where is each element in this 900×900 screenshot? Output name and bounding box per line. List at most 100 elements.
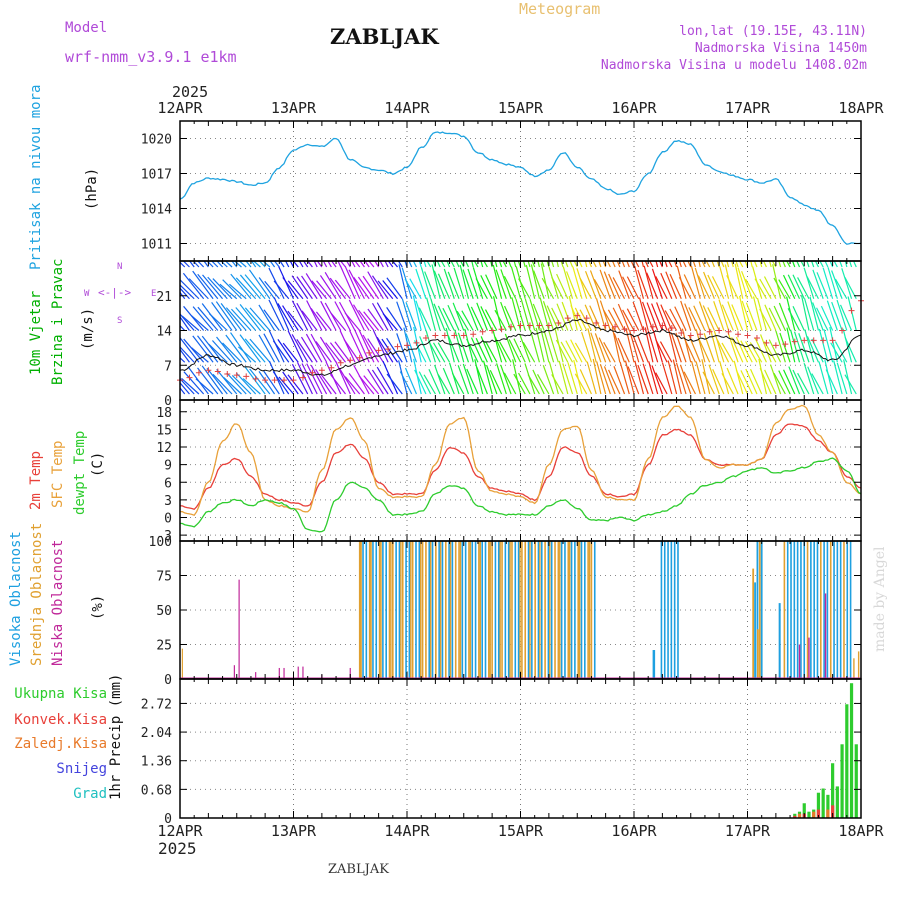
high-cloud-bar [560,541,563,679]
mid-cloud-bar [509,541,511,679]
wind-arrow [834,341,848,363]
high-cloud-bar [494,541,497,679]
wind-arrow [238,261,247,268]
wind-arrow [362,334,380,363]
wind-gust-marker [574,312,581,319]
wind-arrow [315,369,332,395]
precip-bar [807,811,811,818]
mid-cloud-bar [499,541,501,679]
mid-cloud-bar [380,541,382,679]
high-cloud-bar [570,541,573,679]
high-cloud-bar [408,541,411,679]
wind-arrow [428,368,441,395]
wind-arrow [486,364,498,395]
mid-cloud-bar [444,541,447,679]
wind-arrow [683,371,697,395]
wind-arrow [503,275,517,300]
wind-arrow [852,261,857,268]
high-cloud-bar [786,541,789,679]
mid-cloud-bar [843,541,845,679]
wind-arrow [738,261,744,268]
wind-arrow [279,261,285,268]
wind-arrow [284,261,290,268]
wind-arrow [230,332,252,363]
wind-arrow [829,326,838,363]
high-cloud-bar [660,541,663,679]
mid-cloud-bar [411,541,414,679]
high-cloud-bar [778,603,781,679]
wind-arrow [320,300,337,331]
wind-arrow [675,362,687,395]
wind-arrow [334,279,351,300]
wind-arrow [809,296,820,331]
x-tick-label-bottom: 18APR [838,822,884,840]
footer-station: ZABLJAK [328,862,389,877]
wind-arrow [694,267,706,299]
wind-gust-marker [413,339,420,346]
mid-cloud-bar [559,541,561,679]
wind-arrow [436,261,441,268]
wind-arrow [599,300,611,331]
wind-arrow [371,302,389,331]
precip-bar [845,704,849,818]
wind-arrow [405,333,418,363]
wind-arrow [565,340,578,363]
wind-arrow [386,307,403,331]
high-cloud-bar [461,541,464,679]
wind-arrow [632,301,645,331]
mid-cloud-bar [469,541,472,679]
high-cloud-bar [382,541,384,679]
wind-arrow [708,364,720,395]
wind-arrow [498,261,503,268]
wind-arrow [492,296,503,331]
wind-arrow [219,283,238,300]
wind-arrow [423,374,436,395]
pressure-line [179,131,862,245]
wind-arrow [196,261,205,268]
wind-arrow [551,261,555,268]
wind-arrow [313,261,318,268]
wind-arrow [576,268,588,299]
high-cloud-bar [839,541,842,679]
wind-arrow [451,372,465,395]
wind-arrow [812,302,824,331]
wind-arrow [634,360,645,395]
wind-arrow [216,336,238,363]
wind-gust-marker [583,315,590,322]
wind-arrow [664,261,668,268]
wind-arrow [726,275,739,300]
wind-arrow [690,265,701,299]
coords-label: lon,lat (19.15E, 43.11N) [679,24,867,39]
model-elevation-label: Nadmorska Visina u modelu 1408.02m [600,58,867,73]
wind-arrow [197,335,219,363]
wind-arrow [364,261,370,268]
mid-cloud-bar [435,541,437,679]
wind-arrow [546,305,559,331]
wind-arrow [844,276,857,300]
wind-arrow [235,277,257,300]
precip-bar [854,744,858,818]
wind-arrow [626,276,640,300]
wind-arrow [434,364,446,395]
wind-arrow [598,337,611,363]
wind-arrow [453,267,465,299]
temp-y-tick-label: 12 [156,441,172,456]
wind-arrow [627,366,640,395]
wind-arrow [773,305,786,331]
wind-gust-marker [233,372,240,379]
wind-arrow [263,370,280,395]
wind-arrow [587,328,597,363]
wind-gust-marker [735,331,742,338]
wind-arrow [188,278,209,300]
wind-arrow [445,327,455,363]
wind-arrow [745,302,758,331]
high-cloud-bar [810,541,812,679]
cloud-y-tick-label: 0 [164,673,172,688]
wind-arrow [462,269,474,299]
wind-arrow [470,337,484,363]
wind-gust-marker [791,338,798,345]
wind-arrow [613,333,626,363]
wind-arrow [377,280,394,300]
wind-arrow [512,359,522,395]
wind-arrow [442,367,455,395]
